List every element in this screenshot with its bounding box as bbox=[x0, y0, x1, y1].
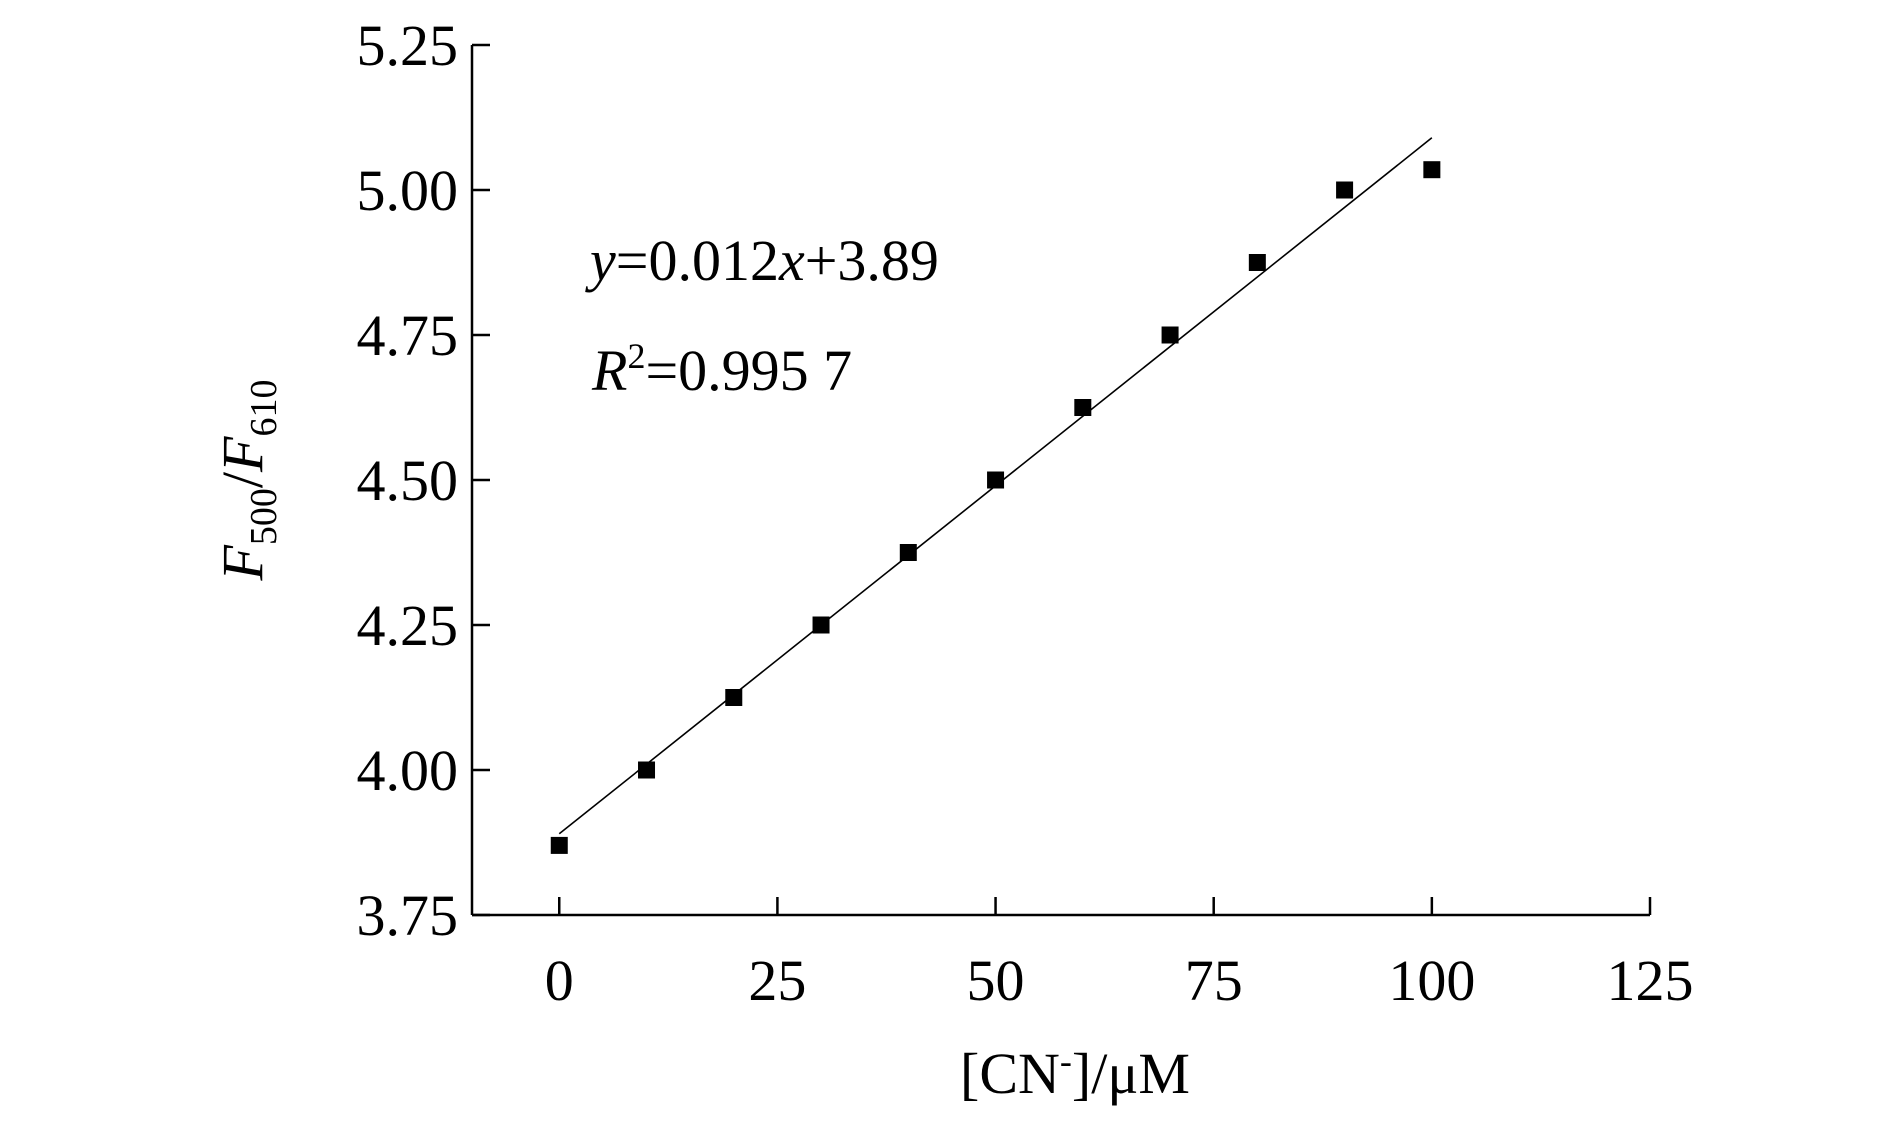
data-point bbox=[1161, 326, 1179, 344]
data-point bbox=[812, 616, 830, 634]
data-point bbox=[899, 544, 917, 561]
data-point bbox=[1248, 254, 1266, 271]
x-tick-label: 100 bbox=[1388, 948, 1475, 1013]
x-tick-label: 125 bbox=[1607, 948, 1694, 1013]
y-tick-label: 4.50 bbox=[357, 448, 459, 513]
y-tick-label: 4.00 bbox=[357, 738, 459, 803]
y-tick-label: 5.25 bbox=[357, 13, 459, 78]
data-point bbox=[638, 761, 656, 779]
data-point bbox=[1074, 399, 1092, 416]
y-tick-label: 4.75 bbox=[357, 303, 459, 368]
x-ticks: 0 25 50 75 100 125 bbox=[545, 897, 1694, 1013]
data-point bbox=[987, 471, 1005, 489]
x-tick-label: 75 bbox=[1185, 948, 1243, 1013]
y-tick-label: 5.00 bbox=[357, 158, 459, 223]
data-points bbox=[550, 161, 1441, 854]
data-point bbox=[1423, 161, 1441, 179]
data-point bbox=[1336, 181, 1354, 199]
data-point bbox=[550, 836, 568, 854]
y-tick-label: 3.75 bbox=[357, 883, 459, 948]
data-point bbox=[725, 689, 743, 706]
x-tick-label: 25 bbox=[748, 948, 806, 1013]
x-tick-label: 50 bbox=[967, 948, 1025, 1013]
r-squared-label: R2=0.995 7 bbox=[591, 336, 852, 403]
fit-equation: y=0.012x+3.89 bbox=[585, 228, 939, 293]
plot-area: 3.75 4.00 4.25 4.50 4.75 5.00 5.25 0 25 50 75 100 1… bbox=[357, 13, 1694, 1013]
x-tick-label: 0 bbox=[545, 948, 574, 1013]
y-axis-title: F500/F610 bbox=[210, 380, 285, 582]
y-ticks: 3.75 4.00 4.25 4.50 4.75 5.00 5.25 bbox=[357, 13, 490, 948]
x-axis-title: [CN-]/μM bbox=[960, 1041, 1190, 1106]
y-tick-label: 4.25 bbox=[357, 593, 459, 658]
